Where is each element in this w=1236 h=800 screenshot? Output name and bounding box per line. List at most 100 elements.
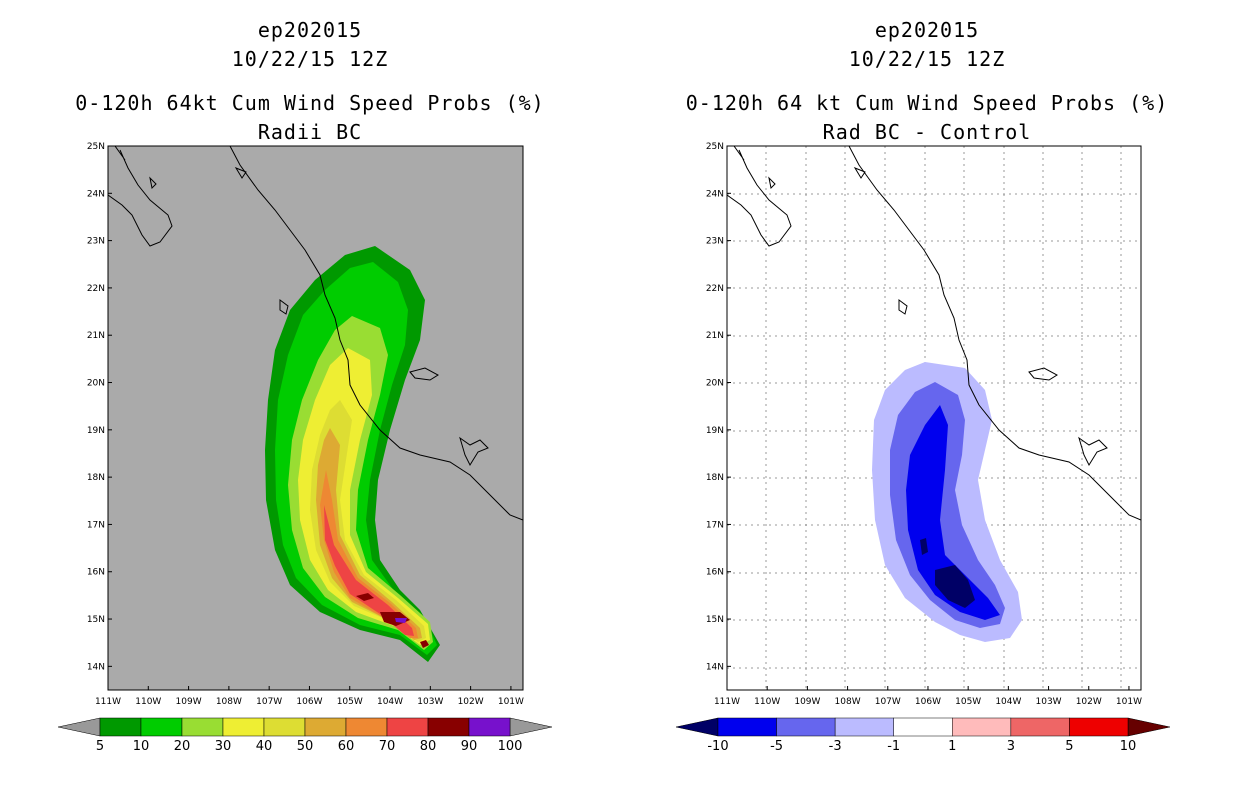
contour-80-c [420,640,429,648]
left-colorbar-label: 80 [420,739,437,754]
right-island-3 [1078,436,1108,467]
x-tick-label: 106W [296,697,322,707]
y-tick-label: 17N [706,520,724,530]
x-tick-label: 109W [176,697,202,707]
y-tick-label: 24N [706,189,724,199]
left-subtitle: Radii BC [257,120,363,144]
right-island-5 [768,176,776,190]
left-date: 10/22/15 12Z [231,47,389,71]
right-map-frame [726,145,1142,691]
right-storm-id: ep202015 [874,18,980,42]
x-tick-label: 102W [1076,697,1102,707]
right-colorbar-label: -1 [887,739,900,754]
y-tick-label: 25N [87,142,105,152]
left-title: 0-120h 64kt Cum Wind Speed Probs (%) [75,91,545,115]
right-colorbar-swatch [952,717,1012,737]
right-colorbar-label: -5 [770,739,783,754]
left-colorbar-swatch [99,717,142,737]
x-tick-label: 108W [835,697,861,707]
y-tick-label: 17N [87,520,105,530]
x-tick-label: 111W [95,697,121,707]
left-map: 111W 110W 109W 108W 107W 106W 105W 104W 103W 102W… [87,142,524,707]
x-tick-label: 110W [754,697,780,707]
y-tick-label: 22N [87,284,105,294]
left-colorbar-swatch [140,717,183,737]
y-tick-label: 23N [706,237,724,247]
left-colorbar-label: 5 [96,739,104,754]
right-island-1 [898,299,908,315]
y-tick-label: 20N [706,379,724,389]
x-tick-label: 109W [794,697,820,707]
left-colorbar-swatch [345,717,388,737]
x-tick-label: 105W [955,697,981,707]
left-colorbar-swatch [181,717,224,737]
left-colorbar-label: 20 [174,739,191,754]
right-colorbar-swatch [834,717,894,737]
contour-50 [316,428,422,640]
x-tick-label: 106W [915,697,941,707]
right-y-ticks: 14N 15N 16N 17N 18N 19N 20N 21N 22N 23N 24N 25N [706,142,731,672]
y-tick-label: 22N [706,284,724,294]
x-tick-label: 104W [995,697,1021,707]
left-colorbar-label: 70 [379,739,396,754]
left-colorbar-high-end [509,717,553,737]
right-date: 10/22/15 12Z [848,47,1006,71]
x-tick-label: 107W [875,697,901,707]
left-island-4 [234,166,247,179]
left-colorbar-label: 60 [338,739,355,754]
contour-minus-10 [935,565,975,608]
left-colorbar-label: 90 [461,739,478,754]
left-colorbar-label: 10 [133,739,150,754]
y-tick-label: 19N [706,426,724,436]
x-tick-label: 103W [417,697,443,707]
left-colorbar-swatch [427,717,470,737]
y-tick-label: 16N [87,568,105,578]
right-x-ticks: 111W 110W 109W 108W 107W 106W 105W 104W 103W 102W… [714,686,1142,707]
contour-minus-10-b [920,538,928,555]
y-tick-label: 21N [87,331,105,341]
contour-minus-5 [906,405,1000,620]
left-colorbar-swatch [263,717,306,737]
right-coastline [727,146,1141,521]
right-island-4 [853,166,866,179]
left-colorbar-swatch [468,717,511,737]
left-storm-id: ep202015 [257,18,363,42]
x-tick-label: 103W [1036,697,1062,707]
right-colorbar-high-end [1127,717,1171,737]
right-colorbar-low-end [675,717,719,737]
right-colorbar: -10 -5 -3 -1 1 3 5 10 [675,717,1171,754]
y-tick-label: 16N [706,568,724,578]
x-tick-label: 110W [135,697,161,707]
right-colorbar-swatch [1010,717,1070,737]
left-colorbar-swatch [222,717,265,737]
y-tick-label: 15N [87,615,105,625]
y-tick-label: 14N [87,662,105,672]
right-colorbar-label: -3 [829,739,842,754]
right-colorbar-swatch [717,717,777,737]
left-x-ticks: 111W 110W 109W 108W 107W 106W 105W 104W 103W 102W… [95,686,524,707]
y-tick-label: 20N [87,379,105,389]
y-tick-label: 21N [706,331,724,341]
left-colorbar-label: 40 [256,739,273,754]
y-tick-label: 19N [87,426,105,436]
x-tick-label: 102W [458,697,484,707]
right-colorbar-label: -10 [707,739,728,754]
right-colorbar-label: 3 [1007,739,1015,754]
right-island-2 [1028,367,1058,381]
left-island-2 [409,367,439,381]
left-colorbar-label: 100 [498,739,523,754]
x-tick-label: 105W [337,697,363,707]
right-colorbar-label: 10 [1120,739,1137,754]
right-title: 0-120h 64 kt Cum Wind Speed Probs (%) [685,91,1169,115]
right-colorbar-label: 5 [1065,739,1073,754]
left-island-5 [149,176,157,190]
left-island-3 [459,436,489,467]
y-tick-label: 18N [706,473,724,483]
x-tick-label: 107W [256,697,282,707]
right-colorbar-swatch [1069,717,1129,737]
y-tick-label: 25N [706,142,724,152]
left-colorbar-swatch [386,717,429,737]
contour-90 [395,618,407,623]
x-tick-label: 111W [714,697,740,707]
right-colorbar-label: 1 [948,739,956,754]
